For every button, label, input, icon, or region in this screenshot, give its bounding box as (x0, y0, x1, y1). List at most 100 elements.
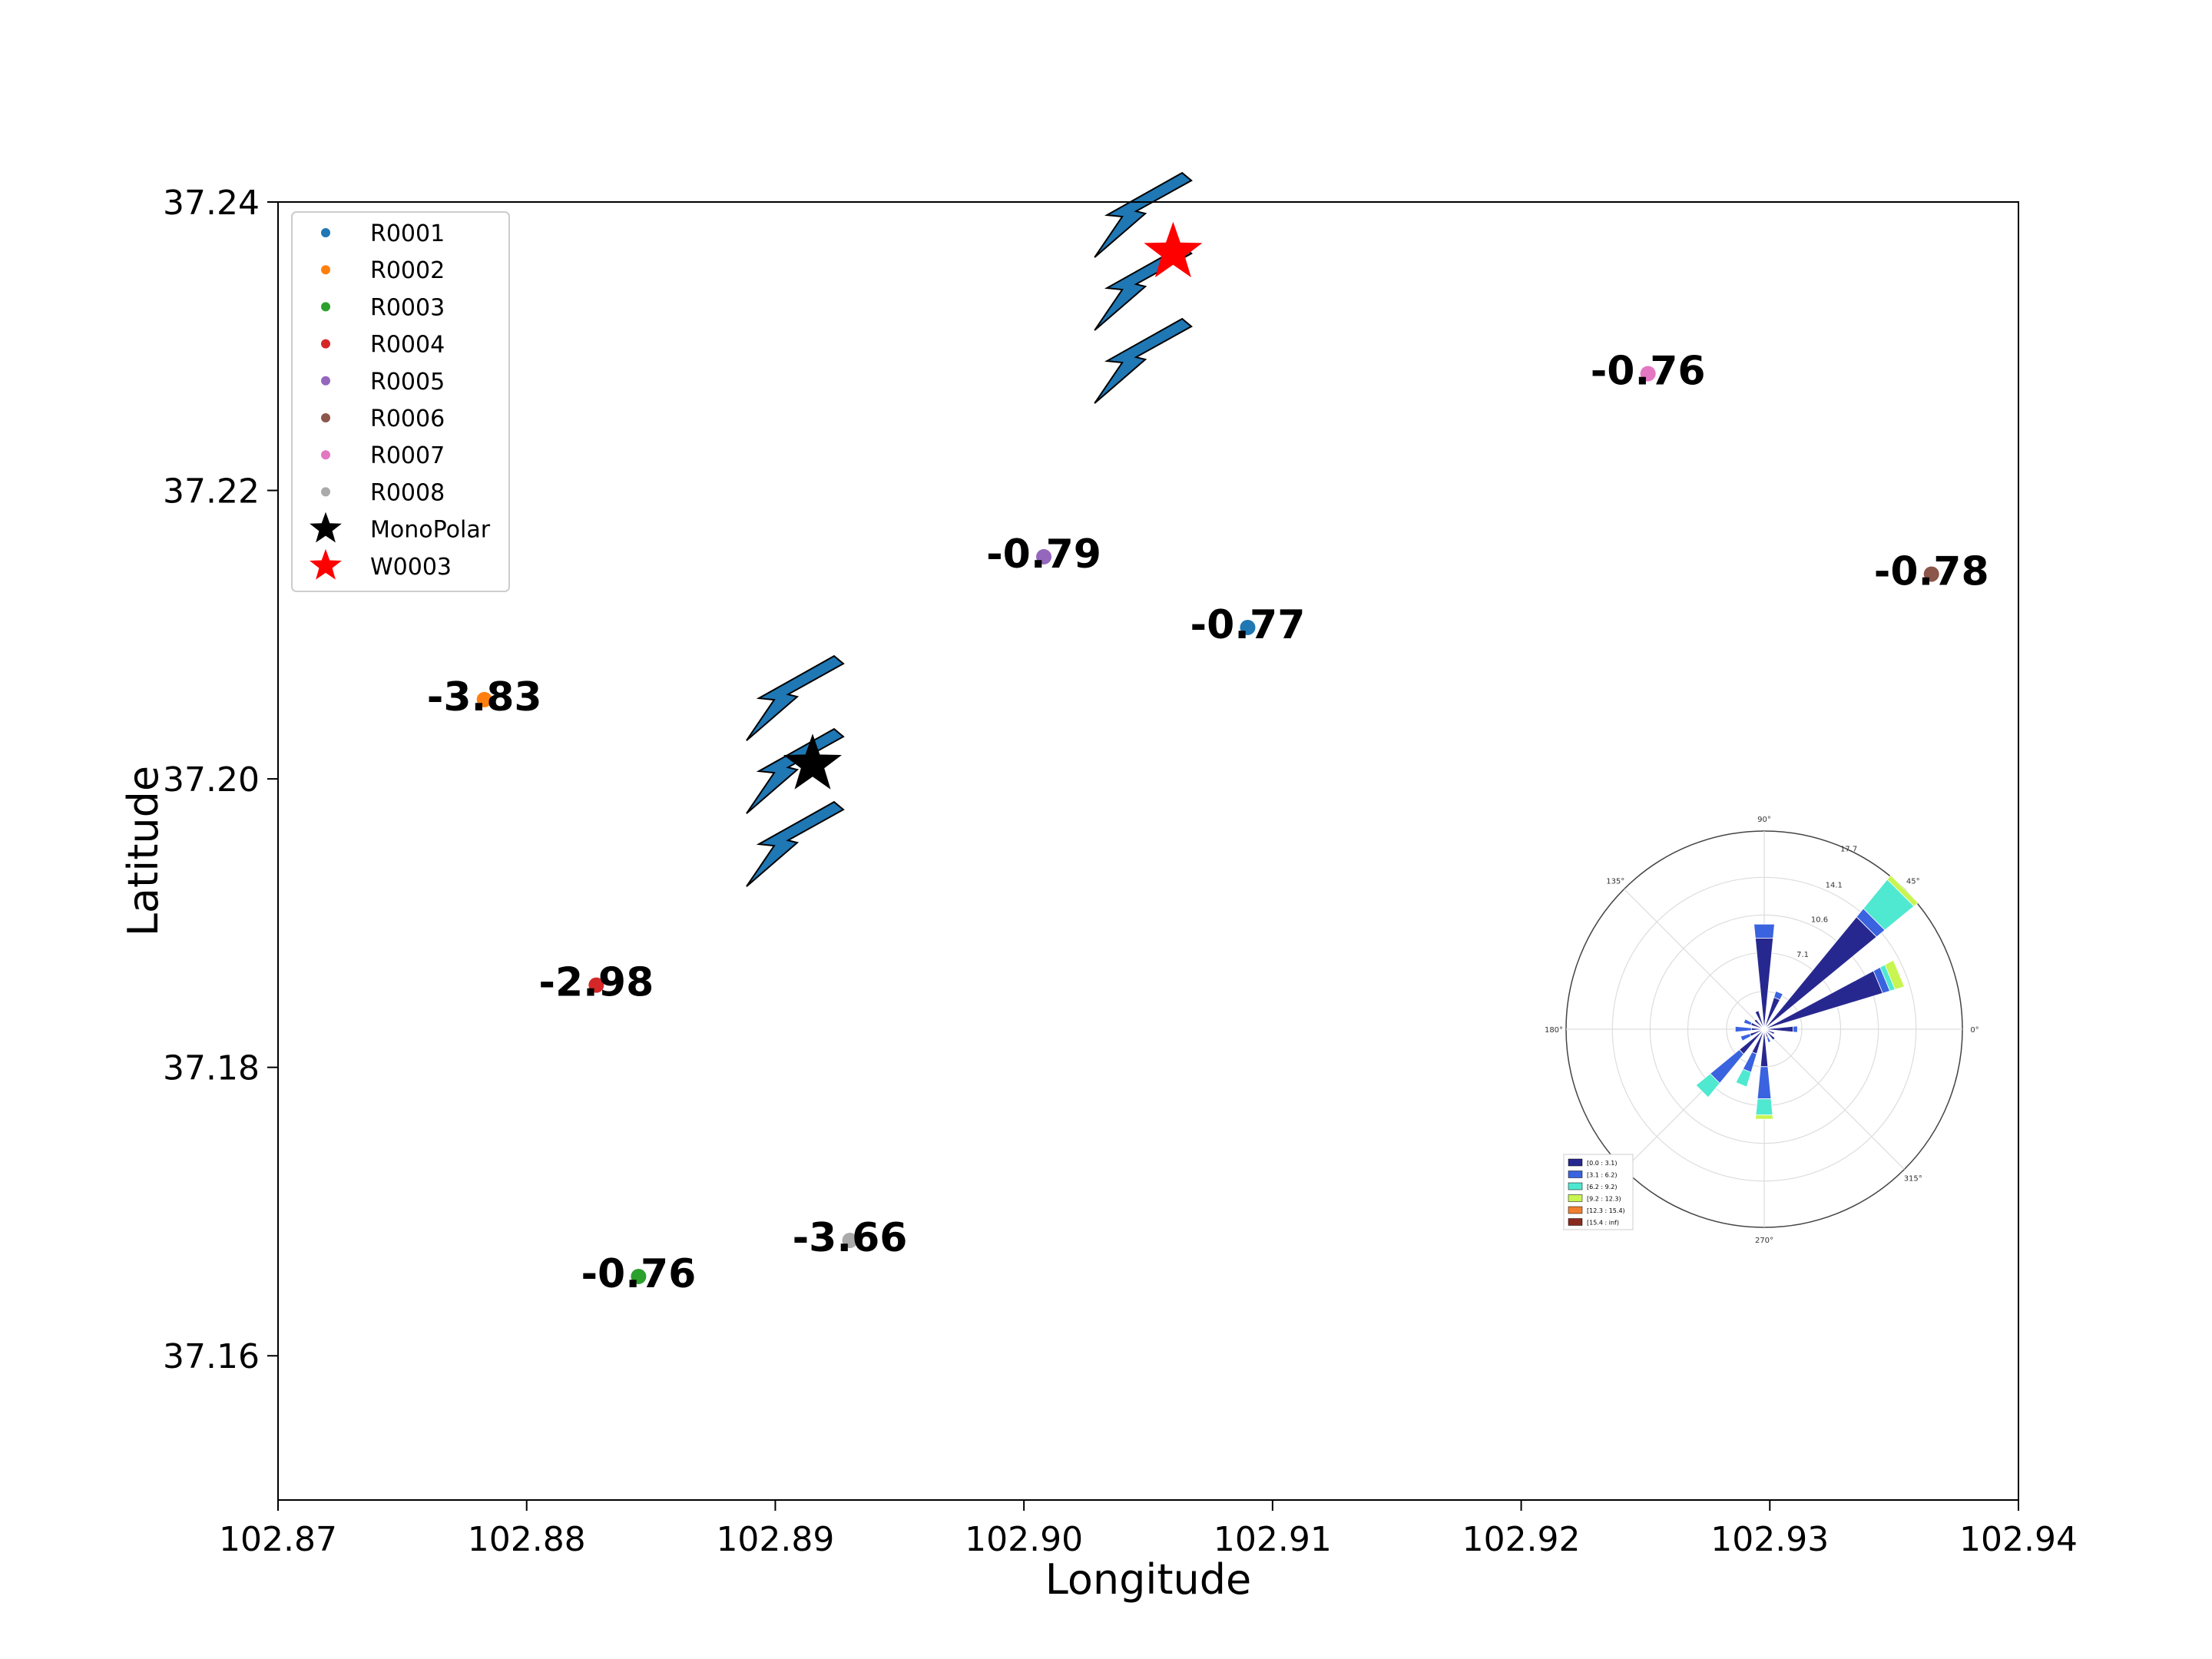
windrose-spoke (1763, 1028, 1905, 1170)
x-tick-label: 102.94 (1959, 1520, 2078, 1559)
legend-marker (321, 450, 330, 460)
windrose-legend-label: [6.2 : 9.2) (1587, 1184, 1617, 1190)
x-tick-label: 102.89 (716, 1520, 834, 1559)
windrose-bar (1884, 959, 1906, 990)
legend-label: R0002 (370, 257, 445, 284)
windrose-radial-label: 14.1 (1826, 881, 1843, 889)
y-tick-label: 37.22 (163, 472, 260, 512)
star-w0003 (1144, 221, 1203, 278)
legend-marker (321, 302, 330, 312)
windrose-inset: 90° 45° 0° 315° 270° 180° 135° 7.1 10.6 14.1 17.7 [… (1545, 816, 1979, 1245)
point-r0005 (1036, 548, 1052, 565)
windrose-angle-label: 0° (1970, 1026, 1979, 1035)
windrose-angle-label: 45° (1906, 877, 1920, 886)
windrose-bar (1754, 1010, 1765, 1030)
legend-label: R0003 (370, 294, 445, 321)
wind-arrow (746, 727, 845, 814)
windrose-bar (1695, 1073, 1720, 1098)
legend-marker (321, 376, 330, 386)
legend-marker (321, 487, 330, 497)
windrose-bar (1766, 1036, 1772, 1043)
legend-marker (310, 512, 342, 543)
windrose-angle-label: 90° (1757, 816, 1771, 824)
windrose-legend-box (1563, 1154, 1634, 1230)
windrose-radial-label: 17.7 (1840, 846, 1857, 854)
windrose-legend-label: [3.1 : 6.2) (1587, 1172, 1617, 1179)
x-axis-ticks: 102.87 102.88 102.89 102.90 102.91 102.92 102.… (219, 1500, 2078, 1559)
point-r0006 (1923, 566, 1939, 582)
windrose-angle-label: 315° (1904, 1175, 1922, 1184)
windrose-legend-swatch (1568, 1218, 1583, 1226)
windrose-bar (1773, 990, 1783, 1001)
point-r0008 (842, 1233, 858, 1248)
windrose-legend-label: [0.0 : 3.1) (1587, 1160, 1617, 1167)
legend-label: R0001 (370, 220, 445, 247)
point-r0007 (1640, 366, 1656, 382)
y-tick-label: 37.20 (163, 760, 260, 800)
windrose-bar (1753, 1018, 1765, 1030)
legend-label: R0007 (370, 442, 445, 469)
x-tick-label: 102.92 (1462, 1520, 1581, 1559)
legend-marker (310, 548, 342, 580)
data-points (476, 221, 1939, 1284)
star-monopolar (783, 733, 842, 790)
y-axis-label: Latitude (119, 766, 167, 936)
windrose-legend-label: [15.4 : inf) (1587, 1220, 1619, 1227)
x-tick-label: 102.88 (468, 1520, 586, 1559)
legend-marker (321, 413, 330, 422)
point-r0004 (588, 977, 604, 993)
x-tick-label: 102.90 (965, 1520, 1083, 1559)
windrose-radial-label: 10.6 (1811, 916, 1828, 925)
legend-marker (321, 228, 330, 237)
windrose-bar (1734, 1025, 1752, 1033)
legend-marker (321, 265, 330, 275)
value-label: -3.83 (427, 674, 542, 720)
legend-label: R0006 (370, 406, 445, 432)
x-tick-label: 102.91 (1214, 1520, 1332, 1559)
y-tick-label: 37.24 (163, 184, 260, 223)
value-label: -0.76 (1591, 348, 1706, 394)
wind-arrow (1094, 317, 1193, 404)
value-label: -0.76 (581, 1251, 696, 1297)
legend-label: R0005 (370, 369, 445, 396)
legend-label: MonoPolar (370, 517, 491, 544)
wind-arrow (1094, 171, 1193, 258)
windrose-bar (1763, 1028, 1776, 1041)
legend-marker (321, 339, 330, 349)
legend: R0001 R0002 R0003 R0004 R0005 R0006 R0007 R0008… (291, 211, 510, 592)
windrose-legend-swatch (1568, 1182, 1583, 1190)
windrose-spoke (1624, 889, 1765, 1030)
windrose-bar (1735, 1068, 1752, 1088)
windrose-angle-label: 135° (1606, 877, 1624, 886)
legend-label: R0008 (370, 479, 445, 506)
value-label: -0.77 (1190, 602, 1306, 648)
windrose-bar (1886, 875, 1919, 907)
windrose-legend-label: [9.2 : 12.3) (1587, 1196, 1621, 1203)
point-r0002 (476, 691, 492, 707)
windrose-legend-swatch (1568, 1158, 1583, 1167)
legend-label: W0003 (370, 554, 452, 581)
windrose-bar (1753, 923, 1775, 939)
wind-arrow (746, 800, 845, 887)
x-tick-label: 102.87 (219, 1520, 337, 1559)
value-label: -0.79 (986, 531, 1101, 578)
legend-label: R0004 (370, 332, 445, 359)
windrose-bar (1763, 1028, 1775, 1035)
plot-area-frame (277, 201, 2019, 1501)
y-tick-label: 37.16 (163, 1337, 260, 1376)
legend-box (291, 211, 510, 592)
windrose-legend-label: [12.3 : 15.4) (1587, 1207, 1625, 1214)
windrose-bar (1740, 1033, 1752, 1041)
windrose-angle-label: 270° (1755, 1237, 1773, 1245)
wind-arrow (746, 654, 845, 741)
value-label: -3.66 (793, 1215, 908, 1261)
value-labels: -0.77 -3.83 -0.76 -2.98 -0.79 -0.78 -0.76 -3.66 (427, 348, 1989, 1296)
value-label: -2.98 (538, 960, 654, 1006)
y-axis-ticks: 37.16 37.18 37.20 37.22 37.24 (163, 184, 278, 1376)
windrose-legend-swatch (1568, 1171, 1583, 1178)
windrose-radial-label: 7.1 (1796, 951, 1809, 959)
windrose-bar (1793, 1025, 1798, 1033)
windrose-bar (1743, 1018, 1753, 1026)
x-tick-label: 102.93 (1710, 1520, 1829, 1559)
